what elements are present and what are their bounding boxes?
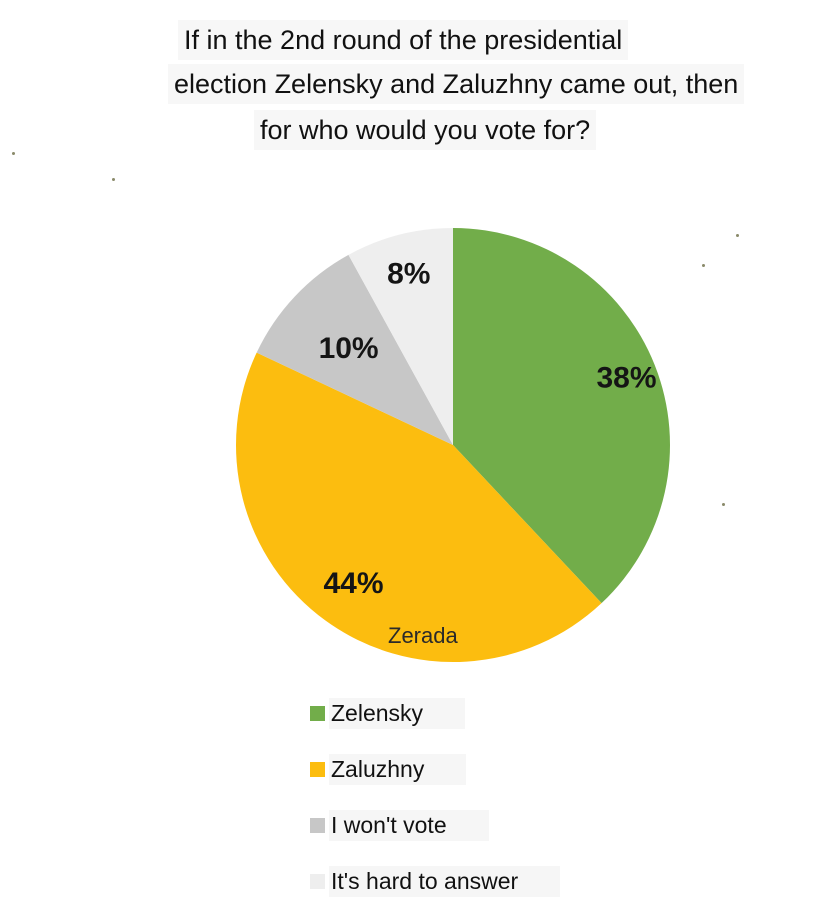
speck-decoration [736, 234, 739, 237]
legend-item-wont-vote: I won't vote [310, 797, 560, 853]
pie-slice-hard-to-answer [348, 228, 453, 445]
chart-legend: Zelensky Zaluzhny I won't vote It's hard… [310, 685, 561, 909]
pie-label-zaluzhny: 44% [323, 567, 383, 600]
legend-label-zelensky: Zelensky [329, 697, 466, 729]
pie-slice-zelensky [453, 228, 670, 604]
speck-decoration [112, 178, 115, 181]
legend-item-hard-to-answer: It's hard to answer [310, 853, 561, 909]
pie-label-wont-vote: 10% [319, 332, 379, 365]
pie-slice-wont-vote [256, 254, 453, 445]
chart-title-line-3: for who would you vote for? [254, 110, 597, 150]
legend-item-zaluzhny: Zaluzhny [310, 741, 560, 797]
legend-swatch-zaluzhny [310, 761, 325, 777]
pie-slice-zaluzhny [235, 352, 602, 662]
legend-label-hard-to-answer: It's hard to answer [329, 865, 561, 897]
legend-item-zelensky: Zelensky [310, 685, 560, 741]
watermark-text: Zerada [388, 623, 458, 648]
chart-title-line-2: election Zelensky and Zaluzhny came out,… [168, 64, 745, 104]
legend-label-zaluzhny: Zaluzhny [329, 753, 467, 785]
pie-label-zelensky: 38% [596, 361, 656, 394]
speck-decoration [702, 264, 705, 267]
legend-label-wont-vote: I won't vote [329, 809, 489, 841]
legend-swatch-zelensky [310, 705, 325, 721]
chart-title-line-1: If in the 2nd round of the presidential [178, 20, 629, 60]
speck-decoration [12, 152, 15, 155]
pie-label-hard-to-answer: 8% [387, 258, 430, 291]
speck-decoration [722, 503, 725, 506]
legend-swatch-hard-to-answer [310, 873, 325, 889]
legend-swatch-wont-vote [310, 817, 325, 833]
